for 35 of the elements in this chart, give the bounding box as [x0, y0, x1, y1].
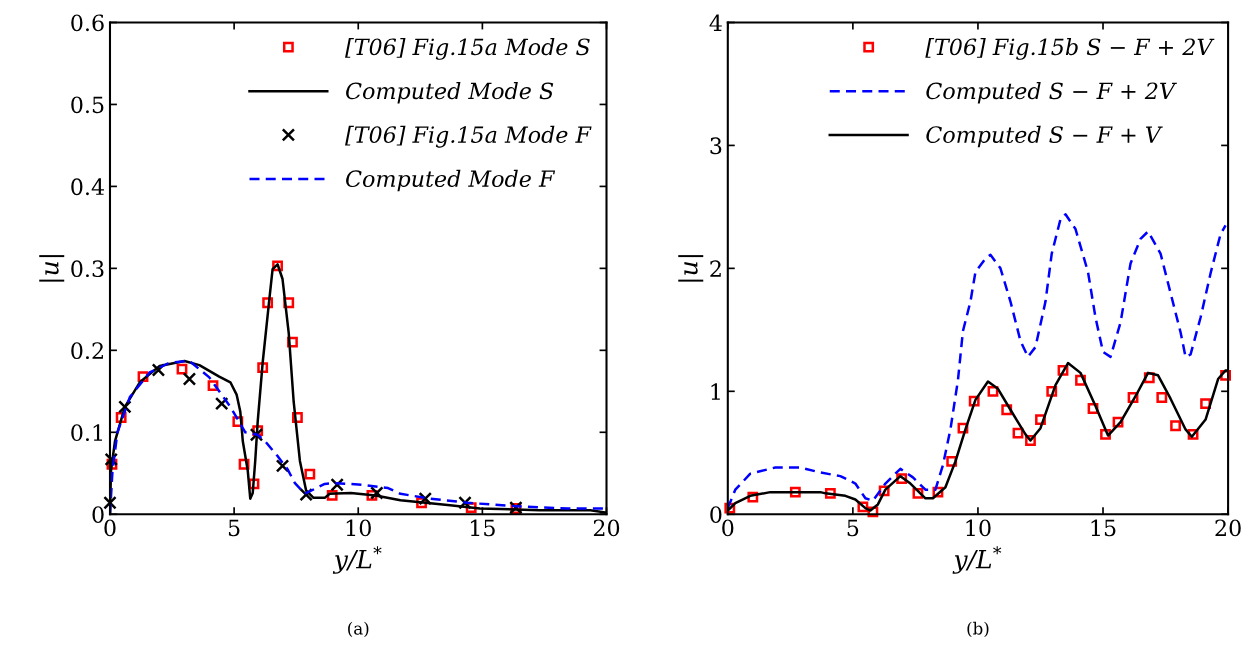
y-tick-label: 0.5	[71, 96, 104, 114]
x-tick-label: 0	[722, 519, 734, 537]
x-tick-label: 15	[470, 519, 495, 537]
y-tick-label: 4	[709, 14, 722, 31]
x-tick-label: 20	[1215, 519, 1241, 537]
legend-label: [T06] Fig.15a Mode F	[345, 125, 592, 148]
y-tick-label: 0.2	[71, 342, 103, 360]
y-axis-title: |u|	[678, 255, 704, 282]
x-axis-title: y/L$^{*}$	[952, 546, 1002, 574]
x-tick-label: 20	[593, 519, 620, 537]
x-axis-title: y/L$^{*}$	[332, 546, 382, 574]
y-axis-title: |u|	[39, 255, 65, 282]
legend-label: [T06] Fig.15a Mode S	[345, 38, 590, 60]
y-tick-label: 0.6	[71, 14, 104, 32]
text: (b)	[967, 621, 989, 638]
x-tick-label: 5	[847, 519, 859, 537]
legend-label: Computed Mode S	[346, 82, 554, 104]
y-tick-label: 3	[710, 137, 722, 155]
x-tick-label: 10	[966, 519, 991, 537]
x-tick-label: 15	[1091, 519, 1116, 537]
y-tick-label: 0	[92, 506, 104, 524]
legend-label: [T06] Fig.15b S − F + 2V	[925, 38, 1215, 60]
y-tick-label: 0	[710, 506, 722, 524]
text: (a)	[348, 621, 369, 638]
y-tick-label: 1	[711, 383, 720, 400]
legend-label: Computed Mode F	[346, 169, 556, 192]
x-tick-label: 10	[346, 519, 371, 537]
x-tick-label: 0	[104, 519, 116, 537]
y-tick-label: 0.3	[71, 260, 104, 278]
y-tick-label: 0.4	[71, 178, 105, 196]
y-tick-label: 0.1	[71, 424, 102, 442]
legend-label: Computed S − F + V	[926, 125, 1163, 148]
x-tick-label: 5	[228, 519, 240, 537]
y-tick-label: 2	[710, 260, 721, 277]
legend-label: Computed S − F + 2V	[926, 82, 1177, 104]
